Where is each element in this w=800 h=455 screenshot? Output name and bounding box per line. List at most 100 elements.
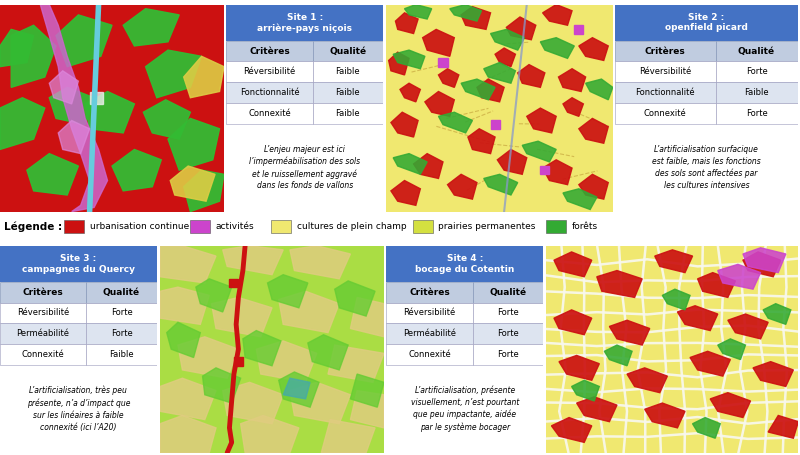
Polygon shape <box>447 174 477 199</box>
Polygon shape <box>728 314 768 339</box>
Text: Forte: Forte <box>497 329 518 338</box>
Bar <box>226 103 313 124</box>
Bar <box>715 82 798 103</box>
Text: Fonctionnalité: Fonctionnalité <box>635 88 695 97</box>
Text: Qualité: Qualité <box>330 46 366 56</box>
Polygon shape <box>290 382 350 424</box>
Text: Faible: Faible <box>110 350 134 359</box>
Polygon shape <box>579 174 608 199</box>
Polygon shape <box>484 62 515 83</box>
Bar <box>715 41 798 61</box>
Polygon shape <box>40 5 107 212</box>
Polygon shape <box>559 355 599 380</box>
Bar <box>615 82 715 103</box>
Text: Qualité: Qualité <box>738 46 775 56</box>
Polygon shape <box>645 403 685 428</box>
Polygon shape <box>350 298 384 337</box>
Polygon shape <box>400 83 420 102</box>
Polygon shape <box>184 170 224 212</box>
Text: Critères: Critères <box>645 46 686 56</box>
Text: Réversibilité: Réversibilité <box>243 67 296 76</box>
Polygon shape <box>698 273 735 298</box>
Polygon shape <box>425 91 454 116</box>
Text: Faible: Faible <box>336 109 360 118</box>
Text: Forte: Forte <box>746 109 767 118</box>
Bar <box>0 282 86 303</box>
Polygon shape <box>58 121 90 154</box>
Polygon shape <box>391 181 420 205</box>
Text: Réversibilité: Réversibilité <box>403 308 456 318</box>
Polygon shape <box>542 5 572 25</box>
Text: Fonctionnalité: Fonctionnalité <box>240 88 299 97</box>
Polygon shape <box>690 351 730 376</box>
Polygon shape <box>554 252 592 277</box>
Polygon shape <box>542 160 572 185</box>
Text: L’enjeu majeur est ici
l’imperméabilisation des sols
et le ruissellement aggravé: L’enjeu majeur est ici l’imperméabilisat… <box>250 145 360 191</box>
Polygon shape <box>0 30 34 67</box>
Polygon shape <box>506 17 536 40</box>
Text: prairies permanentes: prairies permanentes <box>438 222 536 231</box>
Polygon shape <box>123 9 179 46</box>
Bar <box>86 344 157 365</box>
Text: Faible: Faible <box>744 88 769 97</box>
Text: Perméabilité: Perméabilité <box>17 329 70 338</box>
Bar <box>226 5 383 41</box>
Text: activités: activités <box>215 222 254 231</box>
Bar <box>0 324 86 344</box>
Polygon shape <box>563 189 597 209</box>
Polygon shape <box>256 341 317 382</box>
Bar <box>615 41 715 61</box>
Polygon shape <box>693 418 720 438</box>
Polygon shape <box>540 166 550 174</box>
Polygon shape <box>610 320 650 345</box>
Polygon shape <box>422 30 454 56</box>
Bar <box>473 344 543 365</box>
Text: Connexité: Connexité <box>248 109 291 118</box>
Polygon shape <box>184 56 224 98</box>
Bar <box>190 220 210 233</box>
Polygon shape <box>350 374 384 407</box>
Text: Forte: Forte <box>497 308 518 318</box>
Bar <box>615 103 715 124</box>
Polygon shape <box>554 310 592 335</box>
Text: Qualité: Qualité <box>490 288 526 297</box>
Polygon shape <box>267 275 308 308</box>
Polygon shape <box>160 378 216 420</box>
Bar <box>386 282 473 303</box>
Text: Légende :: Légende : <box>4 221 62 232</box>
Polygon shape <box>577 397 617 422</box>
Polygon shape <box>160 415 216 453</box>
Polygon shape <box>27 154 78 195</box>
Polygon shape <box>654 250 693 273</box>
Polygon shape <box>334 281 375 316</box>
Polygon shape <box>518 65 545 87</box>
Polygon shape <box>350 390 384 428</box>
Text: Connexité: Connexité <box>644 109 686 118</box>
Polygon shape <box>160 246 216 283</box>
Polygon shape <box>597 271 642 298</box>
Text: Réversibilité: Réversibilité <box>639 67 691 76</box>
Text: Faible: Faible <box>336 67 360 76</box>
Bar <box>86 282 157 303</box>
Text: cultures de plein champ: cultures de plein champ <box>297 222 406 231</box>
Text: Critères: Critères <box>409 288 450 297</box>
Bar <box>226 41 313 61</box>
Polygon shape <box>753 362 794 386</box>
Bar <box>546 220 566 233</box>
Bar <box>715 61 798 82</box>
Polygon shape <box>678 306 718 331</box>
Polygon shape <box>56 15 112 67</box>
Bar <box>386 344 473 365</box>
Text: L’artificialisation, très peu
présente, n’a d’impact que
sur les linéaires à fai: L’artificialisation, très peu présente, … <box>26 386 130 431</box>
Text: Forte: Forte <box>497 350 518 359</box>
Bar <box>226 82 313 103</box>
Bar <box>386 324 473 344</box>
Polygon shape <box>0 98 45 149</box>
Text: Qualité: Qualité <box>103 288 140 297</box>
Bar <box>615 5 798 41</box>
Polygon shape <box>178 337 238 378</box>
Bar <box>715 103 798 124</box>
Polygon shape <box>112 149 162 191</box>
Polygon shape <box>211 298 272 337</box>
Polygon shape <box>743 252 781 277</box>
